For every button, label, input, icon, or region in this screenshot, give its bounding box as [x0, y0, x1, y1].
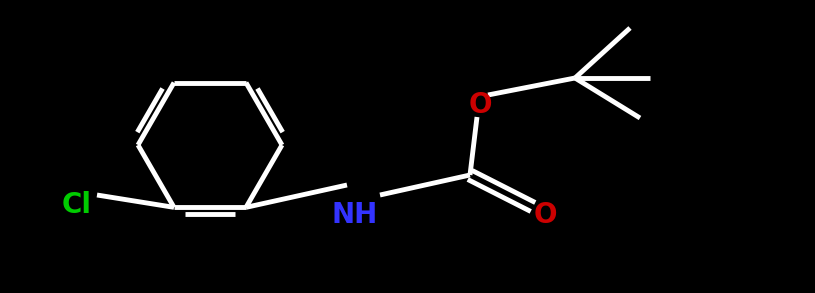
Text: O: O: [469, 91, 491, 119]
Text: Cl: Cl: [62, 191, 92, 219]
Text: NH: NH: [332, 201, 378, 229]
Text: O: O: [533, 201, 557, 229]
